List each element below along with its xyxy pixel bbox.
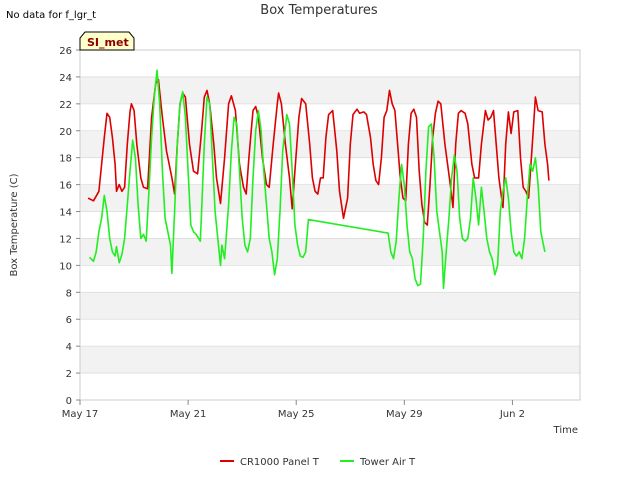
x-tick-label: May 25 — [278, 409, 315, 420]
x-tick-label: May 21 — [170, 409, 207, 420]
series-line-tower-air-temp — [88, 69, 546, 290]
y-tick-label: 8 — [66, 288, 72, 299]
legend: CR1000 Panel T Tower Air T — [220, 457, 416, 468]
legend-panel-label: CR1000 Panel T — [240, 457, 320, 468]
plot-frame — [79, 49, 581, 401]
y-tick-label: 12 — [59, 234, 72, 245]
site-badge-label: SI_met — [87, 36, 129, 49]
series-layer — [87, 69, 550, 290]
site-badge: SI_met — [79, 31, 135, 51]
background-band — [80, 238, 580, 266]
y-tick-label: 20 — [59, 127, 72, 138]
series-line-panel-temp — [87, 78, 550, 226]
y-tick-label: 26 — [59, 46, 72, 57]
y-tick-label: 16 — [59, 181, 72, 192]
y-tick-label: 18 — [59, 154, 72, 165]
y-tick-label: 4 — [66, 342, 72, 353]
legend-tower-label: Tower Air T — [359, 457, 416, 468]
no-data-note: No data for f_lgr_t — [6, 10, 96, 21]
background-band — [80, 184, 580, 212]
x-tick-label: May 29 — [386, 409, 423, 420]
chart-title: Box Temperatures — [260, 3, 378, 18]
y-tick-label: 10 — [59, 261, 72, 272]
y-tick-label: 0 — [66, 396, 72, 407]
background-band — [80, 346, 580, 374]
x-axis-label: Time — [553, 425, 578, 436]
y-axis-label: Box Temperature (C) — [9, 173, 20, 276]
x-axis-ticks: May 17 May 21 May 25 May 29 Jun 2 — [62, 400, 525, 420]
site-badge-shape — [79, 31, 135, 51]
y-tick-label: 6 — [66, 315, 72, 326]
y-tick-label: 14 — [59, 208, 72, 219]
y-tick-label: 24 — [59, 73, 72, 84]
background-band — [80, 292, 580, 320]
y-tick-label: 22 — [59, 100, 72, 111]
background-band — [80, 76, 580, 104]
x-tick-label: May 17 — [62, 409, 99, 420]
x-tick-label: Jun 2 — [499, 409, 525, 420]
y-tick-label: 2 — [66, 369, 72, 380]
